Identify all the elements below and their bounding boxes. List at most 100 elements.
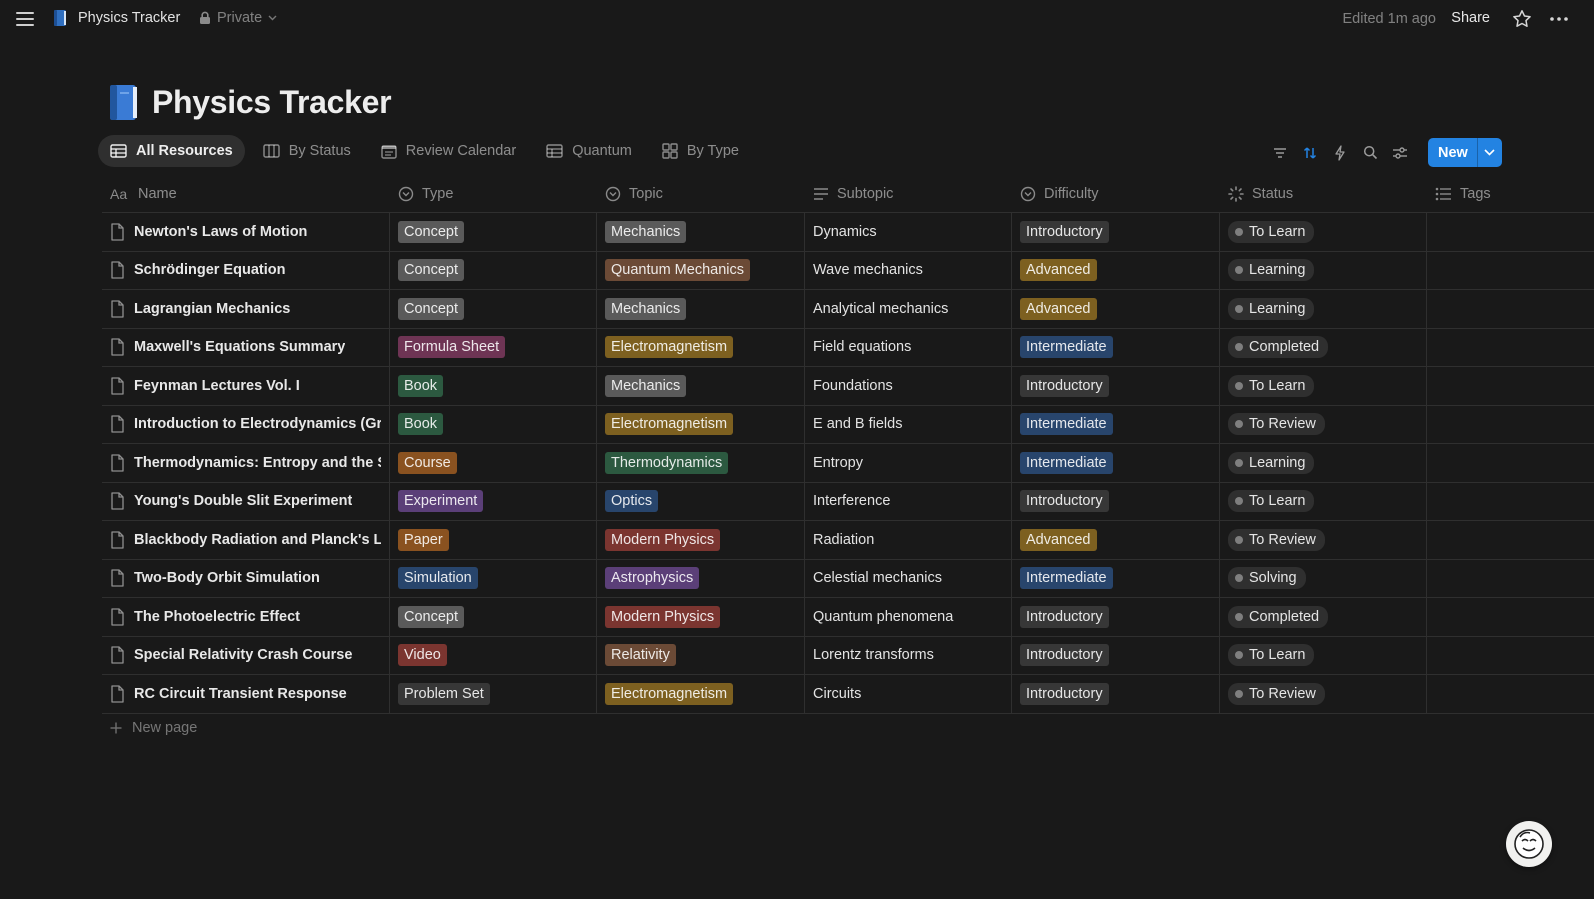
topic-cell[interactable]: Modern Physics [597,521,805,559]
difficulty-cell[interactable]: Intermediate [1012,328,1220,366]
new-page-button[interactable]: New page [110,720,197,736]
tags-cell[interactable] [1427,329,1594,367]
subtopic-cell[interactable]: Entropy [805,444,1012,482]
favorite-star-icon[interactable] [1512,9,1532,29]
tags-cell[interactable] [1427,598,1594,636]
table-row[interactable]: Blackbody Radiation and Planck's Law Pape… [102,521,1594,560]
tags-cell[interactable] [1427,252,1594,290]
tags-cell[interactable] [1427,406,1594,444]
status-cell[interactable]: To Review [1220,521,1427,559]
name-cell[interactable]: Blackbody Radiation and Planck's Law [102,521,390,559]
status-cell[interactable]: Completed [1220,328,1427,366]
status-cell[interactable]: To Learn [1220,482,1427,520]
row-name[interactable]: Thermodynamics: Entropy and the Second L… [134,454,381,471]
tab-quantum[interactable]: Quantum [534,135,644,167]
status-cell[interactable]: To Learn [1220,213,1427,251]
subtopic-cell[interactable]: Lorentz transforms [805,636,1012,674]
topic-cell[interactable]: Optics [597,482,805,520]
column-header-difficulty[interactable]: Difficulty [1012,176,1220,212]
tags-cell[interactable] [1427,483,1594,521]
automation-lightning-icon[interactable] [1330,143,1350,163]
tags-cell[interactable] [1427,290,1594,328]
topic-cell[interactable]: Mechanics [597,213,805,251]
tab-by-status[interactable]: By Status [251,135,363,167]
row-name[interactable]: Maxwell's Equations Summary [134,339,346,356]
row-name[interactable]: Introduction to Electrodynamics (Griffit… [134,416,381,433]
difficulty-cell[interactable]: Introductory [1012,636,1220,674]
status-cell[interactable]: To Review [1220,405,1427,443]
sort-icon[interactable] [1300,143,1320,163]
topic-cell[interactable]: Quantum Mechanics [597,251,805,289]
name-cell[interactable]: Newton's Laws of Motion [102,213,390,251]
status-cell[interactable]: Solving [1220,559,1427,597]
table-row[interactable]: Maxwell's Equations Summary Formula Sheet… [102,328,1594,367]
name-cell[interactable]: Maxwell's Equations Summary [102,328,390,366]
table-row[interactable]: Feynman Lectures Vol. I Book Mechanics Foun… [102,367,1594,406]
difficulty-cell[interactable]: Intermediate [1012,559,1220,597]
tab-all-resources[interactable]: All Resources [98,135,245,167]
more-options-icon[interactable] [1548,9,1570,29]
type-cell[interactable]: Course [390,444,597,482]
type-cell[interactable]: Book [390,367,597,405]
share-button[interactable]: Share [1451,10,1490,26]
type-cell[interactable]: Book [390,405,597,443]
search-icon[interactable] [1360,143,1380,163]
type-cell[interactable]: Experiment [390,482,597,520]
table-row[interactable]: RC Circuit Transient Response Problem Set… [102,675,1594,714]
status-cell[interactable]: To Learn [1220,636,1427,674]
column-header-status[interactable]: Status [1220,176,1427,212]
type-cell[interactable]: Concept [390,213,597,251]
row-name[interactable]: Schrödinger Equation [134,262,286,279]
subtopic-cell[interactable]: Celestial mechanics [805,559,1012,597]
subtopic-cell[interactable]: Analytical mechanics [805,290,1012,328]
tags-cell[interactable] [1427,675,1594,713]
new-button[interactable]: New [1438,144,1468,161]
subtopic-cell[interactable]: Foundations [805,367,1012,405]
name-cell[interactable]: Thermodynamics: Entropy and the Second L… [102,444,390,482]
status-cell[interactable]: Learning [1220,251,1427,289]
column-header-subtopic[interactable]: Subtopic [805,176,1012,212]
difficulty-cell[interactable]: Advanced [1012,290,1220,328]
subtopic-cell[interactable]: Radiation [805,521,1012,559]
help-assistant-avatar-icon[interactable] [1506,821,1552,867]
table-row[interactable]: Two-Body Orbit Simulation Simulation Astro… [102,559,1594,598]
topic-cell[interactable]: Electromagnetism [597,405,805,443]
subtopic-cell[interactable]: Quantum phenomena [805,598,1012,636]
row-name[interactable]: Blackbody Radiation and Planck's Law [134,531,381,548]
difficulty-cell[interactable]: Introductory [1012,598,1220,636]
row-name[interactable]: Feynman Lectures Vol. I [134,377,300,394]
name-cell[interactable]: Young's Double Slit Experiment [102,482,390,520]
difficulty-cell[interactable]: Introductory [1012,213,1220,251]
difficulty-cell[interactable]: Intermediate [1012,444,1220,482]
name-cell[interactable]: Special Relativity Crash Course [102,636,390,674]
privacy-dropdown[interactable]: Private [199,10,277,26]
column-header-tags[interactable]: Tags [1427,176,1594,212]
name-cell[interactable]: The Photoelectric Effect [102,598,390,636]
difficulty-cell[interactable]: Introductory [1012,675,1220,713]
type-cell[interactable]: Formula Sheet [390,328,597,366]
table-row[interactable]: Newton's Laws of Motion Concept Mechanics D… [102,213,1594,252]
name-cell[interactable]: RC Circuit Transient Response [102,675,390,713]
new-options-chevron-icon[interactable] [1478,149,1502,156]
name-cell[interactable]: Introduction to Electrodynamics (Griffit… [102,405,390,443]
row-name[interactable]: Special Relativity Crash Course [134,647,353,664]
column-header-topic[interactable]: Topic [597,176,805,212]
type-cell[interactable]: Paper [390,521,597,559]
tags-cell[interactable] [1427,637,1594,675]
type-cell[interactable]: Video [390,636,597,674]
view-settings-icon[interactable] [1390,143,1410,163]
table-row[interactable]: Lagrangian Mechanics Concept Mechanics Anal… [102,290,1594,329]
type-cell[interactable]: Problem Set [390,675,597,713]
table-row[interactable]: Thermodynamics: Entropy and the Second L… [102,444,1594,483]
status-cell[interactable]: Learning [1220,444,1427,482]
column-header-name[interactable]: Aa Name [102,176,390,212]
type-cell[interactable]: Concept [390,598,597,636]
sidebar-menu-icon[interactable] [15,10,35,28]
name-cell[interactable]: Feynman Lectures Vol. I [102,367,390,405]
table-row[interactable]: Young's Double Slit Experiment Experiment… [102,482,1594,521]
row-name[interactable]: Newton's Laws of Motion [134,223,308,240]
page-book-icon[interactable] [108,84,140,122]
status-cell[interactable]: To Learn [1220,367,1427,405]
topic-cell[interactable]: Thermodynamics [597,444,805,482]
status-cell[interactable]: Learning [1220,290,1427,328]
